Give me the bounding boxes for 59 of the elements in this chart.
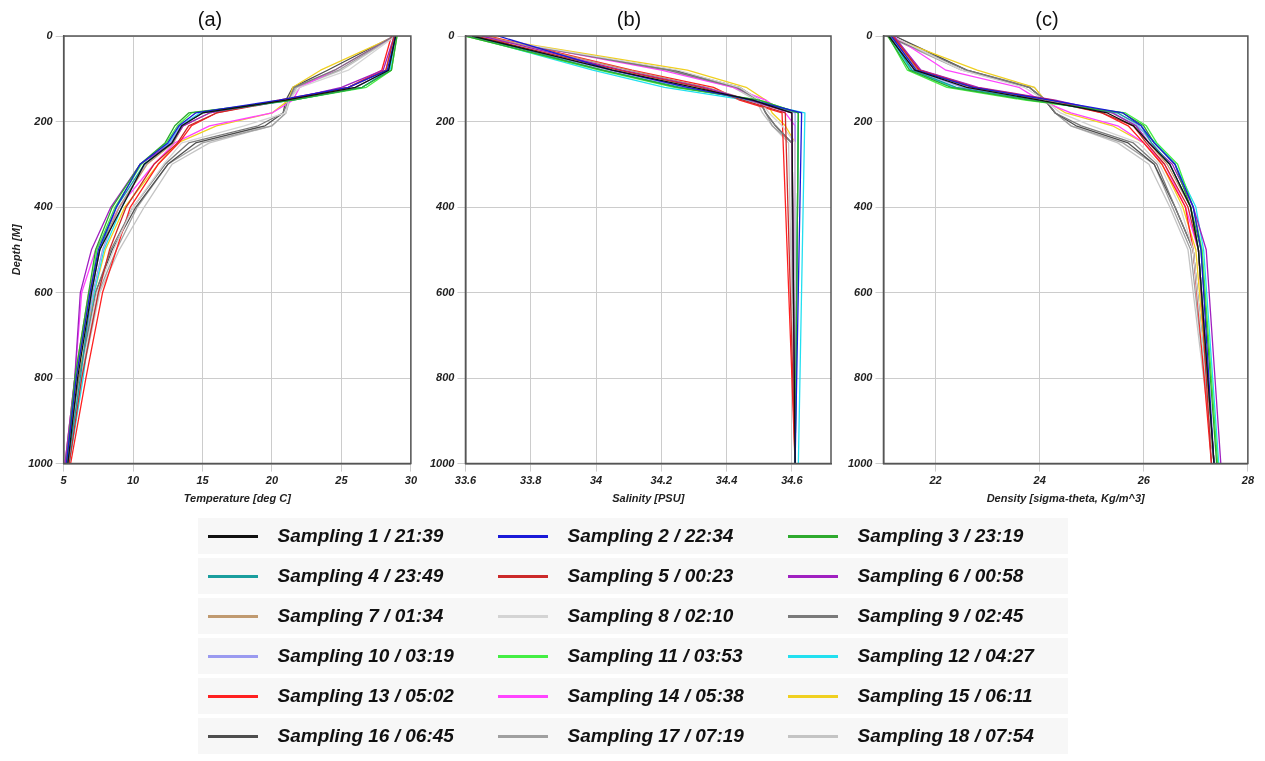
x-tick-label: 28 — [1240, 474, 1255, 487]
legend-label: Sampling 1 / 21:39 — [277, 525, 444, 547]
x-tick-label: 5 — [60, 474, 68, 487]
legend-label: Sampling 12 / 04:27 — [857, 645, 1034, 667]
y-tick-label: 1000 — [847, 456, 874, 469]
legend-label: Sampling 3 / 23:19 — [857, 525, 1024, 547]
x-tick-label: 22 — [928, 474, 942, 487]
legend-label: Sampling 13 / 05:02 — [277, 685, 454, 707]
x-tick-label: 34.6 — [780, 474, 803, 487]
y-tick-label: 800 — [854, 371, 874, 384]
x-tick-label: 10 — [126, 474, 141, 487]
y-tick-label: 600 — [435, 285, 455, 298]
y-tick-label: 800 — [34, 371, 54, 384]
y-tick-label: 1000 — [28, 456, 54, 469]
chart-title: (c) — [1035, 7, 1059, 30]
chart-title: (b) — [616, 7, 641, 30]
legend-label: Sampling 4 / 23:49 — [277, 565, 444, 587]
legend-label: Sampling 7 / 01:34 — [277, 605, 444, 627]
x-tick-label: 34.4 — [715, 474, 737, 487]
y-tick-label: 600 — [854, 285, 874, 298]
y-tick-label: 600 — [34, 285, 54, 298]
y-tick-label: 1000 — [429, 456, 455, 469]
y-axis-title: Depth [M] — [9, 224, 22, 276]
legend-label: Sampling 5 / 00:23 — [567, 565, 734, 587]
legend-label: Sampling 17 / 07:19 — [567, 725, 744, 747]
legend-label: Sampling 11 / 03:53 — [567, 645, 743, 667]
x-tick-label: 30 — [404, 474, 418, 487]
x-axis-title: Salinity [PSU] — [611, 492, 685, 505]
legend-label: Sampling 6 / 00:58 — [857, 565, 1024, 587]
y-tick-label: 400 — [434, 200, 455, 213]
y-tick-label: 200 — [853, 114, 874, 127]
y-tick-label: 0 — [46, 29, 54, 42]
legend-label: Sampling 18 / 07:54 — [857, 725, 1034, 747]
x-axis-title: Temperature [deg C] — [183, 492, 292, 505]
x-tick-label: 34 — [589, 474, 602, 487]
x-tick-label: 34.2 — [650, 474, 672, 487]
legend-label: Sampling 15 / 06:11 — [857, 685, 1033, 707]
y-tick-label: 200 — [434, 114, 455, 127]
x-axis-title: Density [sigma-theta, Kg/m^3] — [986, 492, 1146, 505]
y-tick-label: 400 — [853, 200, 874, 213]
y-tick-label: 0 — [866, 29, 874, 42]
x-tick-label: 20 — [264, 474, 279, 487]
y-tick-label: 200 — [33, 114, 54, 127]
x-tick-label: 33.6 — [454, 474, 477, 487]
x-tick-label: 24 — [1032, 474, 1046, 487]
y-tick-label: 800 — [435, 371, 455, 384]
legend-label: Sampling 9 / 02:45 — [857, 605, 1024, 627]
x-tick-label: 26 — [1136, 474, 1151, 487]
y-tick-label: 0 — [447, 29, 455, 42]
legend-label: Sampling 16 / 06:45 — [277, 725, 454, 747]
y-tick-label: 400 — [33, 200, 54, 213]
legend-label: Sampling 2 / 22:34 — [567, 525, 734, 547]
chart-title: (a) — [197, 7, 223, 30]
legend-label: Sampling 14 / 05:38 — [567, 685, 744, 707]
legend-label: Sampling 10 / 03:19 — [277, 645, 454, 667]
x-tick-label: 33.8 — [519, 474, 542, 487]
x-tick-label: 25 — [334, 474, 349, 487]
legend-label: Sampling 8 / 02:10 — [567, 605, 734, 627]
x-tick-label: 15 — [196, 474, 210, 487]
